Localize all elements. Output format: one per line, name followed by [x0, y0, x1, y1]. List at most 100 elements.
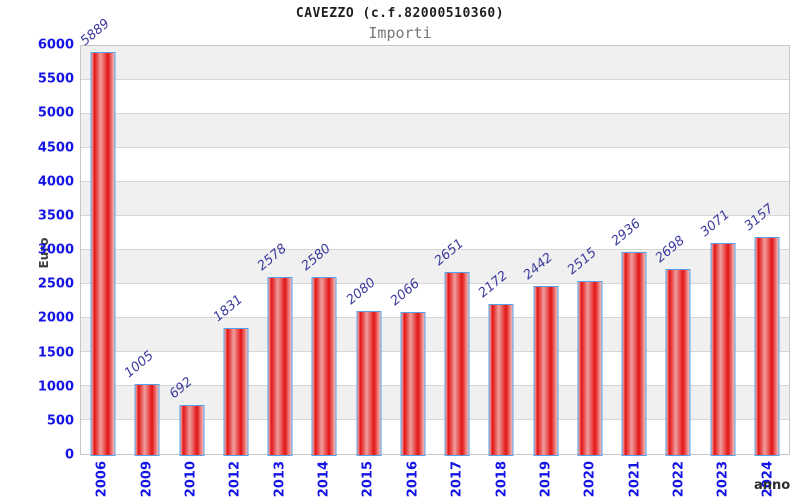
x-tick-label: 2023 [715, 461, 731, 498]
bar-value-label: 692 [166, 374, 196, 402]
bar-value-label: 2442 [520, 250, 556, 283]
bar-slot: 2172 [476, 46, 523, 456]
bar: 5889 [78, 16, 116, 456]
x-tick-label: 2018 [494, 461, 510, 498]
x-axis-slot: 2013 [258, 459, 302, 500]
plot-band [81, 46, 789, 80]
x-tick-label: 2022 [671, 461, 687, 498]
x-tick-label: 2021 [627, 461, 643, 498]
bar: 2442 [520, 250, 559, 456]
x-tick-label: 2012 [227, 461, 243, 498]
x-axis-slot: 2016 [391, 459, 435, 500]
bar: 1005 [122, 348, 160, 456]
bar-value-label: 3071 [697, 207, 733, 241]
gridline [81, 181, 789, 183]
y-tick-label: 500 [46, 413, 74, 429]
y-tick-label: 3500 [37, 208, 74, 224]
x-axis-slot: 2019 [524, 459, 568, 500]
bar: 2515 [565, 245, 603, 456]
x-axis-slot: 2014 [302, 459, 346, 500]
bar-slot: 5889 [78, 16, 125, 456]
bar-slot: 2442 [520, 46, 568, 456]
gridline [81, 249, 789, 250]
gridline [81, 113, 789, 114]
bar: 692 [166, 375, 205, 456]
x-tick-label: 2019 [538, 461, 554, 498]
bar-value-label: 2515 [564, 245, 600, 278]
y-tick-label: 5500 [37, 71, 74, 87]
chart-subtitle: Importi [368, 24, 432, 42]
bar-slot: 2651 [432, 46, 479, 456]
x-axis-title: anno [754, 478, 791, 493]
bar-value-label: 3157 [741, 201, 777, 235]
x-axis-slot: 2020 [568, 459, 612, 500]
plot-band [81, 182, 789, 216]
x-tick-label: 2006 [94, 461, 110, 498]
y-tick-label: 1500 [37, 345, 74, 360]
bar-slot: 692 [166, 46, 214, 456]
y-tick-label: 3000 [37, 242, 74, 258]
bar: 2172 [476, 269, 514, 456]
bar-slot: 2515 [565, 46, 612, 456]
bar-slot: 2066 [388, 46, 435, 456]
x-axis-slot: 2012 [213, 459, 257, 500]
bar: 3071 [697, 207, 736, 456]
bar-value-label: 2172 [476, 268, 512, 302]
bar: 3157 [742, 202, 780, 456]
gridline [81, 283, 789, 284]
x-tick-label: 2020 [582, 461, 598, 498]
gridline [81, 147, 789, 148]
gridline [81, 317, 789, 319]
chart-title: CAVEZZO (c.f.82000510360) [295, 6, 505, 21]
bar-slot: 2698 [653, 46, 700, 456]
bar-value-label: 2580 [299, 240, 335, 274]
y-tick-label: 2500 [37, 276, 74, 292]
bar: 2580 [299, 241, 337, 456]
bar-slot: 1831 [210, 46, 258, 456]
bar-slot: 2578 [255, 46, 302, 456]
x-axis-slot: 2015 [346, 459, 390, 500]
bar-slot: 3157 [742, 46, 789, 456]
y-tick-label: 0 [64, 447, 74, 463]
plot-band [81, 114, 789, 148]
bar-slot: 2936 [609, 46, 656, 456]
x-axis-slot: 2017 [435, 459, 479, 500]
x-axis-slot: 2021 [613, 459, 657, 500]
bar: 2080 [343, 275, 382, 456]
x-axis-slot: 2018 [479, 459, 523, 500]
bar-value-label: 1005 [122, 347, 158, 381]
x-tick-label: 2017 [449, 461, 465, 498]
x-axis-slot: 2022 [657, 459, 701, 500]
bar-value-label: 2698 [653, 232, 689, 266]
bar-value-label: 1831 [210, 291, 246, 325]
x-axis: 2006 2009 2010 2012 2013 2014 2015 2016 2017 2018… [80, 459, 790, 500]
gridline [81, 351, 789, 352]
y-tick-label: 4500 [37, 140, 74, 155]
x-tick-label: 2013 [272, 461, 288, 498]
y-tick-label: 1000 [37, 379, 74, 395]
y-tick-label: 4000 [37, 174, 74, 190]
y-tick-label: 5000 [37, 105, 74, 121]
gridline [81, 385, 789, 387]
bar-slot: 2080 [343, 46, 391, 456]
y-tick-label: 2000 [37, 310, 74, 326]
x-axis-slot: 2009 [124, 459, 168, 500]
bar-value-label: 2080 [343, 274, 379, 308]
bar-value-label: 2578 [254, 240, 290, 274]
bar: 2651 [432, 236, 470, 456]
bar-value-label: 2651 [431, 235, 467, 269]
x-axis-slot: 2006 [80, 459, 124, 500]
x-axis-slot: 2023 [701, 459, 745, 500]
gridline [81, 79, 789, 80]
bar: 2066 [388, 276, 426, 456]
bar-value-label: 2066 [387, 275, 423, 309]
gridline [81, 419, 789, 421]
bar: 2578 [255, 241, 293, 456]
x-tick-label: 2014 [316, 461, 332, 498]
bar-slot: 1005 [122, 46, 169, 456]
x-tick-label: 2009 [139, 461, 155, 498]
gridline [81, 215, 789, 216]
plot-area: 5889 1005 692 1831 2578 2580 2080 2066 2651 2172 2… [78, 16, 790, 456]
y-axis: 0 500 1000 1500 2000 2500 3000 3500 4000 4500 5000… [0, 39, 74, 462]
